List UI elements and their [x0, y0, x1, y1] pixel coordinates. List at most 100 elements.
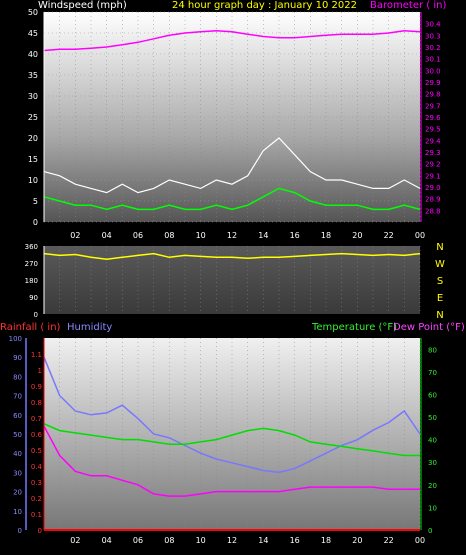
windspeed-tick-label: 35 [28, 71, 38, 80]
x-tick-label-wind: 08 [164, 231, 174, 240]
rainfall-tick-label: 0.6 [31, 431, 43, 439]
barometer-tick-label: 28.9 [425, 196, 441, 204]
x-tick-label-wind: 04 [102, 231, 112, 240]
temperature-tick-label: 40 [428, 437, 437, 445]
x-tick-label-rain: 18 [321, 536, 331, 545]
rainfall-tick-label: 0 [38, 527, 42, 535]
direction-tick-label: 90 [29, 294, 38, 302]
temperature-tick-label: 70 [428, 369, 437, 377]
direction-tick-label: 180 [25, 277, 38, 285]
windspeed-tick-label: 5 [33, 197, 38, 206]
barometer-tick-label: 30.2 [425, 44, 441, 52]
graph-title: 24 hour graph day : January 10 2022 [172, 0, 357, 11]
humidity-tick-label: 90 [13, 354, 22, 362]
barometer-tick-label: 30.1 [425, 56, 441, 64]
humidity-tick-label: 70 [13, 393, 22, 401]
barometer-tick-label: 29.7 [425, 102, 441, 110]
direction-tick-label: 270 [25, 260, 38, 268]
temperature-tick-label: 20 [428, 482, 437, 490]
rainfall-tick-label: 0.1 [31, 511, 42, 519]
x-tick-label-rain: 02 [70, 536, 80, 545]
windspeed-axis-label: Windspeed (mph) [38, 0, 127, 11]
rainfall-tick-label: 0.4 [31, 463, 43, 471]
x-tick-label-rain: 22 [384, 536, 394, 545]
direction-tick-label: 360 [25, 243, 38, 251]
direction-panel-background [44, 246, 420, 314]
x-tick-label-rain: 10 [196, 536, 206, 545]
x-tick-label-rain: 00 [415, 536, 425, 545]
compass-label: N [436, 242, 443, 253]
windspeed-line [43, 187, 421, 211]
barometer-tick-label: 29.2 [425, 161, 441, 169]
rainfall-tick-label: 0.8 [31, 399, 42, 407]
temperature-tick-label: 30 [428, 459, 437, 467]
x-tick-label-rain: 20 [352, 536, 362, 545]
rainfall-tick-label: 1.1 [31, 351, 42, 359]
rainfall-tick-label: 0.3 [31, 479, 42, 487]
barometer-tick-label: 29.4 [425, 137, 441, 145]
dewpoint-axis-label: Dew Point (°F) [393, 322, 465, 333]
direction-tick-label: 0 [34, 311, 38, 319]
temperature-tick-label: 60 [428, 391, 437, 399]
temperature-tick-label: 0 [428, 527, 432, 535]
wind-gust-line [43, 137, 421, 194]
humidity-tick-label: 30 [13, 469, 22, 477]
wind-direction-line [43, 252, 421, 260]
humidity-tick-label: 50 [13, 431, 22, 439]
x-tick-label-wind: 06 [133, 231, 143, 240]
x-tick-label-rain: 16 [290, 536, 300, 545]
x-tick-label-wind: 10 [196, 231, 206, 240]
humidity-line [43, 356, 421, 474]
windspeed-tick-label: 25 [28, 113, 38, 122]
temperature-line [43, 423, 420, 457]
humidity-tick-label: 100 [9, 335, 22, 343]
x-tick-label-wind: 14 [258, 231, 268, 240]
barometer-tick-label: 29.8 [425, 91, 441, 99]
x-tick-label-wind: 16 [290, 231, 300, 240]
temperature-tick-label: 50 [428, 414, 437, 422]
windspeed-tick-label: 45 [28, 29, 38, 38]
barometer-tick-label: 29.1 [425, 172, 441, 180]
rainfall-tick-label: 0.2 [31, 495, 42, 503]
x-tick-label-wind: 22 [384, 231, 394, 240]
windspeed-tick-label: 10 [28, 176, 38, 185]
compass-label: W [435, 259, 445, 270]
rainfall-tick-label: 0.5 [31, 447, 42, 455]
rainfall-axis-label: Rainfall ( in) [0, 322, 61, 333]
compass-label: E [437, 293, 443, 304]
barometer-tick-label: 29.5 [425, 126, 441, 134]
temperature-tick-label: 10 [428, 504, 437, 512]
compass-label: N [436, 310, 443, 321]
barometer-axis-label: Barometer ( in) [370, 0, 447, 11]
rainfall-tick-label: 0.7 [31, 415, 42, 423]
barometer-tick-label: 30.3 [425, 32, 441, 40]
barometer-tick-label: 28.8 [425, 207, 441, 215]
windspeed-tick-label: 20 [28, 134, 38, 143]
barometer-tick-label: 30.0 [425, 67, 441, 75]
compass-label: S [437, 276, 443, 287]
x-tick-label-rain: 14 [258, 536, 268, 545]
humidity-tick-label: 10 [13, 508, 22, 516]
x-tick-label-rain: 04 [102, 536, 112, 545]
x-tick-label-rain: 12 [227, 536, 237, 545]
rainfall-tick-label: 0.9 [31, 383, 42, 391]
windspeed-tick-label: 15 [28, 155, 38, 164]
humidity-tick-label: 80 [13, 373, 22, 381]
x-tick-label-wind: 00 [415, 231, 425, 240]
humidity-axis-label: Humidity [67, 322, 113, 333]
temperature-axis-label: Temperature (°F) [312, 322, 398, 333]
barometer-tick-label: 30.4 [425, 21, 441, 29]
barometer-line [43, 29, 421, 52]
temperature-tick-label: 80 [428, 346, 437, 354]
barometer-tick-label: 29.6 [425, 114, 441, 122]
humidity-tick-label: 40 [13, 450, 22, 458]
humidity-tick-label: 0 [18, 527, 22, 535]
x-tick-label-wind: 02 [70, 231, 80, 240]
windspeed-tick-label: 30 [28, 92, 38, 101]
barometer-tick-label: 29.9 [425, 79, 441, 87]
dewpoint-line [43, 425, 420, 497]
humidity-tick-label: 20 [13, 489, 22, 497]
windspeed-tick-label: 50 [28, 8, 38, 17]
windspeed-tick-label: 0 [33, 218, 38, 227]
